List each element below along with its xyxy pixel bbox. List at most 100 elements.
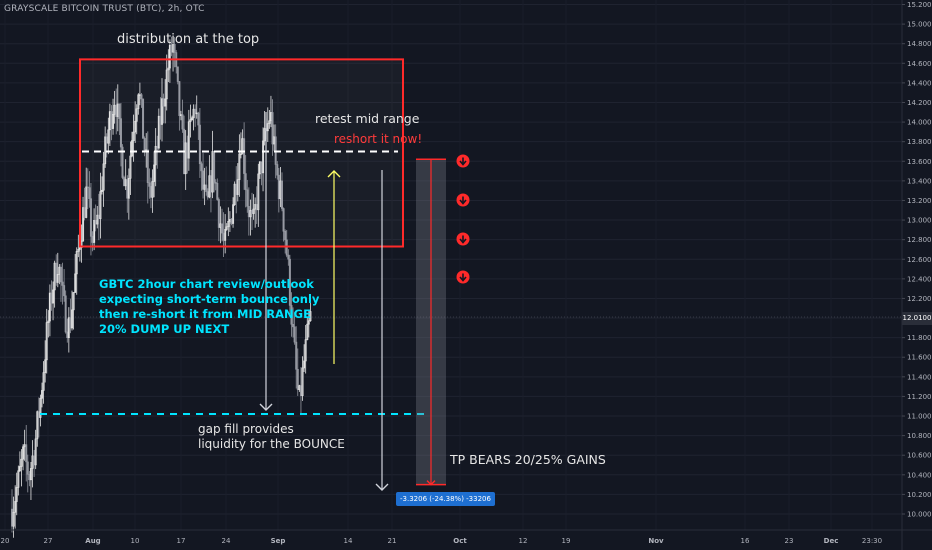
candle-body	[63, 285, 66, 297]
y-tick-label: 11.2000	[907, 393, 932, 401]
candle-body	[276, 164, 279, 176]
candle-body	[224, 229, 227, 241]
candle-body	[121, 146, 124, 178]
y-tick-label: 13.0000	[907, 217, 932, 225]
icon-head	[459, 276, 467, 282]
candle-body	[85, 186, 88, 218]
up-arrow-bounce	[327, 170, 341, 364]
candle-body	[102, 163, 105, 191]
candle-body	[75, 251, 78, 275]
candle-body	[17, 470, 20, 488]
annotation-gap-fill: gap fill provides liquidity for the BOUN…	[198, 422, 345, 452]
candle-body	[161, 98, 164, 125]
candle-body	[167, 67, 170, 71]
candle-body	[45, 322, 48, 361]
candle-body	[304, 339, 307, 362]
candle-body	[217, 199, 220, 228]
candle-body	[74, 273, 77, 293]
candle-body	[271, 112, 274, 145]
candle-body	[82, 207, 85, 242]
y-tick-label: 15.2000	[907, 1, 932, 9]
candle-body	[284, 230, 287, 241]
candle-body	[200, 163, 203, 172]
candle-body	[187, 121, 190, 159]
grid-lines	[0, 4, 902, 515]
icon-head	[459, 238, 467, 244]
time-axis[interactable]: 20 27 Aug 10 17 24 Sep 14 21 Oct 12 19 Nov 16 23 Dec 23:…	[0, 529, 932, 545]
candle-body	[48, 292, 51, 322]
price-axis[interactable]: 15.2000 15.0000 14.8000 14.6000 14.4000 14.20…	[901, 0, 932, 550]
candle-body	[33, 455, 36, 466]
x-tick-label: Dec	[824, 537, 839, 545]
x-tick-label: 12	[519, 537, 528, 545]
x-tick-label: 20	[1, 537, 10, 545]
x-tick-label: Sep	[271, 537, 286, 545]
candle-body	[266, 123, 269, 132]
candle-body	[307, 320, 310, 325]
review-line: expecting short-term bounce only	[99, 292, 320, 306]
candle-body	[239, 153, 242, 155]
y-tick-label: 10.8000	[907, 432, 932, 440]
red-down-arrow-icon	[456, 232, 470, 246]
candle-body	[165, 69, 168, 100]
arrow-head	[327, 170, 341, 178]
candle-body	[148, 182, 151, 187]
icon-head	[459, 199, 467, 205]
candle-body	[39, 397, 42, 418]
candle-body	[20, 458, 23, 467]
gap-line-text: gap fill provides	[198, 422, 294, 436]
x-tick-label: 24	[222, 537, 231, 545]
y-tick-label: 11.8000	[907, 334, 932, 342]
y-tick-label: 14.2000	[907, 99, 932, 107]
candle-body	[119, 118, 122, 148]
candle-body	[12, 511, 15, 527]
y-tick-label: 10.4000	[907, 471, 932, 479]
x-tick-label: 21	[388, 537, 397, 545]
candle-body	[78, 247, 81, 250]
candle-body	[25, 444, 28, 463]
annotation-distribution: distribution at the top	[117, 32, 260, 47]
gap-line-text: liquidity for the BOUNCE	[198, 437, 345, 451]
candle-body	[93, 220, 96, 243]
arrow-head	[375, 483, 389, 491]
candle-body	[246, 189, 249, 207]
candle-body	[135, 108, 138, 122]
y-tick-label: 12.6000	[907, 256, 932, 264]
candle-body	[244, 173, 247, 191]
candle-body	[52, 289, 55, 304]
red-down-arrow-icon	[456, 193, 470, 207]
candle-body	[132, 131, 135, 141]
candle-body	[56, 274, 59, 283]
y-tick-label: 13.6000	[907, 158, 932, 166]
candle-body	[262, 140, 265, 174]
candle-body	[181, 114, 184, 130]
candle-body	[146, 149, 149, 184]
annotation-review: GBTC 2hour chart review/outlook expectin…	[99, 277, 320, 337]
candle-body	[69, 317, 72, 329]
review-line: then re-short it from MID RANGE	[99, 307, 311, 321]
drawing-overlays	[40, 58, 470, 491]
arrow-head	[426, 480, 436, 486]
y-tick-label: 10.0000	[907, 511, 932, 519]
candle-body	[59, 266, 62, 283]
candle-body	[99, 191, 102, 220]
candle-body	[189, 119, 192, 123]
y-tick-label: 15.0000	[907, 21, 932, 29]
measure-arrow	[426, 159, 436, 486]
candle-body	[134, 120, 137, 133]
candle-body	[28, 474, 31, 481]
candle-body	[202, 170, 205, 190]
candle-body	[309, 311, 312, 322]
candle-body	[151, 181, 154, 198]
y-tick-label: 10.2000	[907, 491, 932, 499]
candle-body	[61, 281, 64, 286]
candle-body	[42, 372, 45, 391]
candle-body	[290, 305, 293, 325]
candle-body	[280, 180, 283, 209]
candle-body	[287, 254, 290, 260]
candle-body	[173, 44, 176, 53]
x-tick-label: 19	[562, 537, 571, 545]
candle-body	[96, 214, 99, 225]
candle-body	[112, 114, 115, 129]
